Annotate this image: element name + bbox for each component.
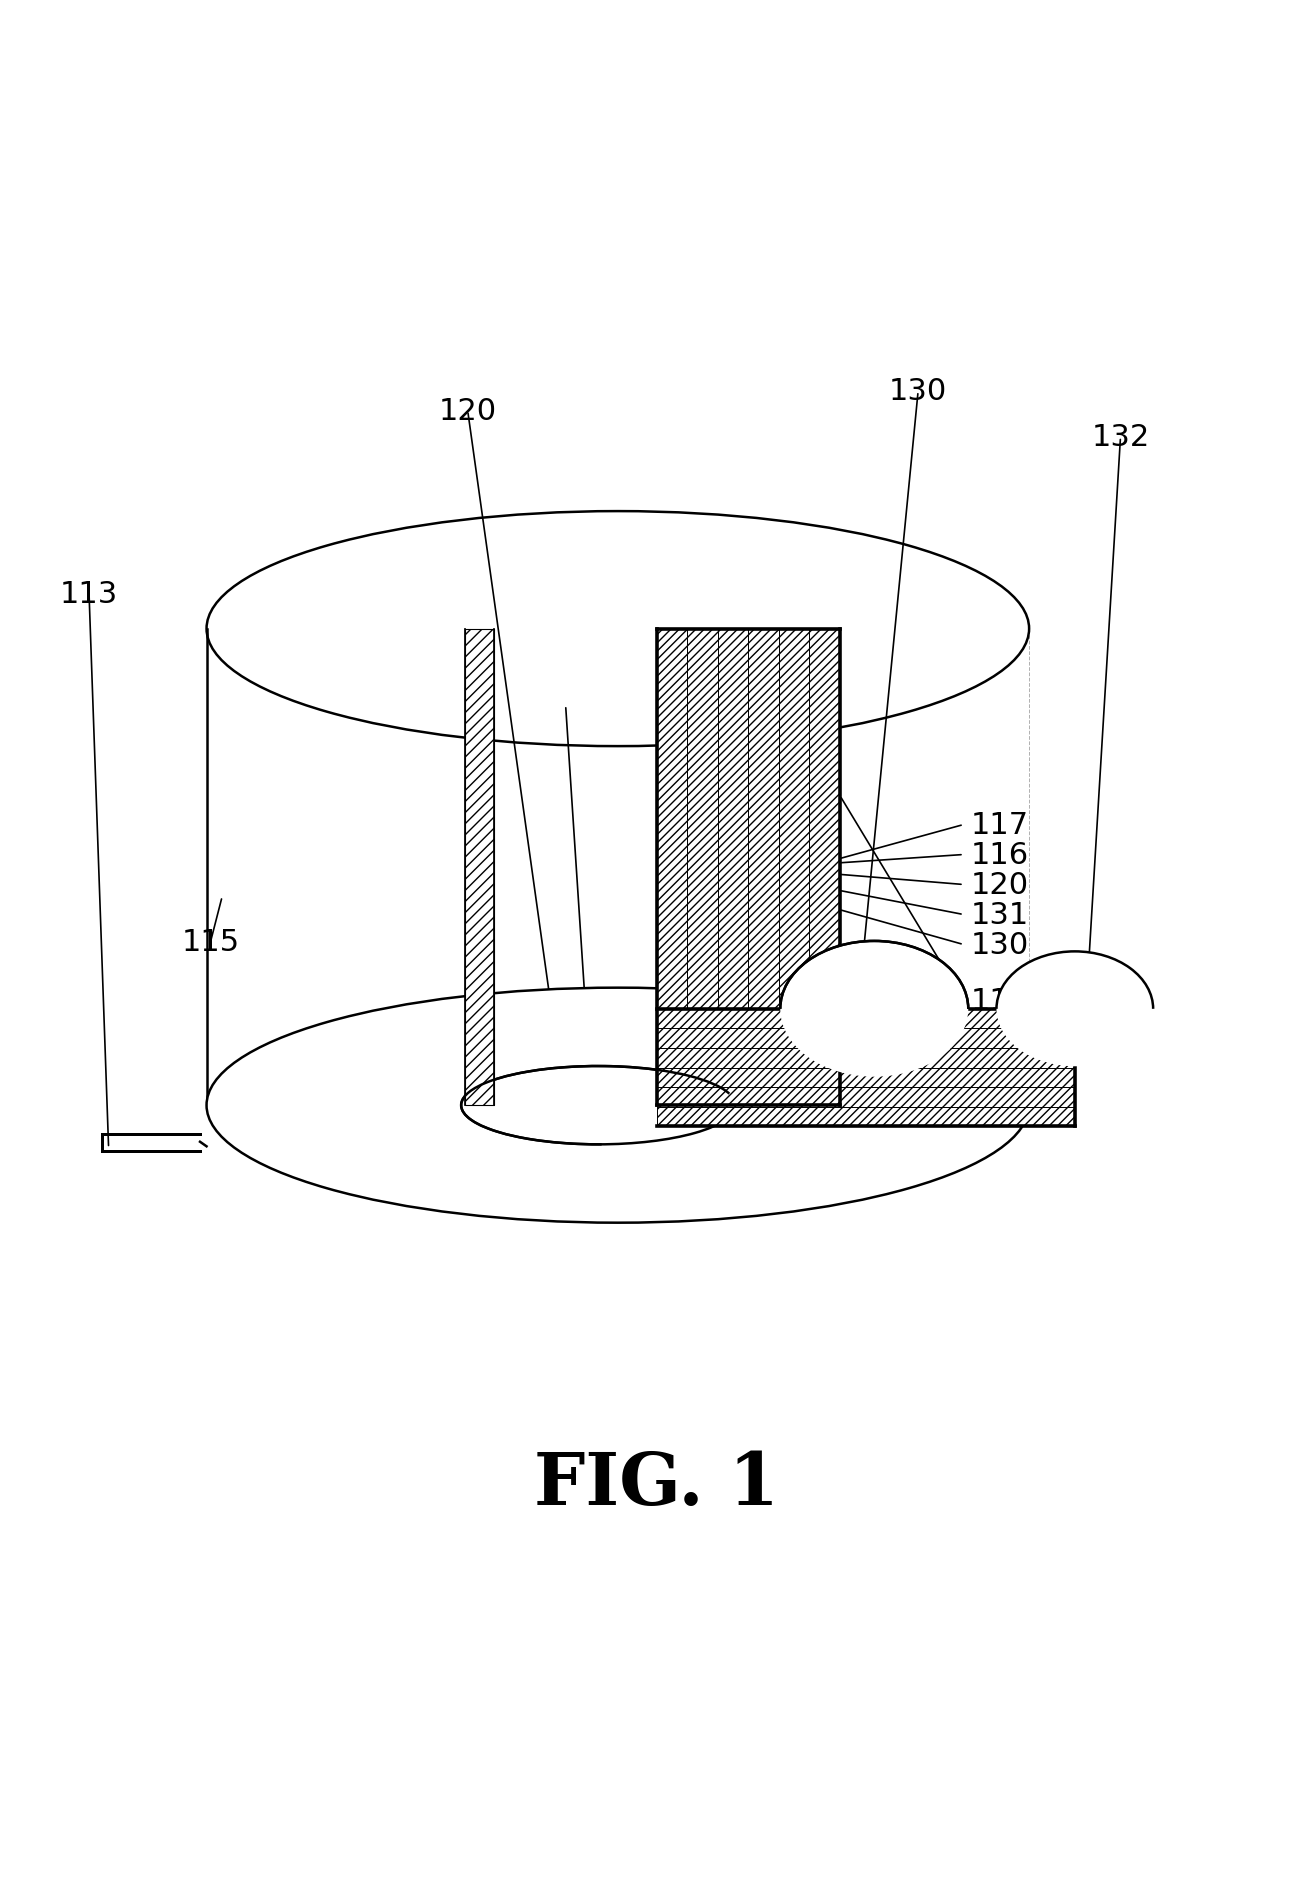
Bar [657, 1010, 1075, 1029]
Bar [687, 630, 717, 1107]
Text: 115: 115 [181, 928, 239, 957]
Text: 113: 113 [60, 579, 118, 609]
Bar [717, 630, 749, 1107]
Bar [657, 630, 687, 1107]
Text: 114: 114 [562, 1088, 620, 1118]
Text: 132: 132 [1092, 423, 1150, 452]
Ellipse shape [996, 953, 1154, 1067]
Bar [657, 1048, 1075, 1069]
Text: 130: 130 [970, 930, 1029, 960]
Bar [749, 630, 779, 1107]
Bar [465, 630, 494, 1107]
Text: 116: 116 [970, 841, 1029, 869]
Ellipse shape [781, 941, 968, 1078]
Text: 131: 131 [970, 900, 1029, 930]
Ellipse shape [206, 989, 1029, 1222]
Bar [779, 630, 809, 1107]
Bar [206, 630, 1029, 1107]
Text: 130: 130 [890, 378, 947, 406]
Ellipse shape [461, 1067, 736, 1144]
Text: 115A: 115A [970, 987, 1050, 1015]
Text: 120: 120 [970, 871, 1029, 900]
Text: 120: 120 [439, 397, 497, 425]
Bar [809, 630, 840, 1107]
Bar [657, 1029, 1075, 1048]
Bar [657, 1069, 1075, 1088]
Text: 117: 117 [970, 810, 1029, 839]
Text: FIG. 1: FIG. 1 [535, 1448, 779, 1520]
Ellipse shape [206, 512, 1029, 746]
Bar [657, 1088, 1075, 1107]
Bar [657, 1107, 1075, 1127]
